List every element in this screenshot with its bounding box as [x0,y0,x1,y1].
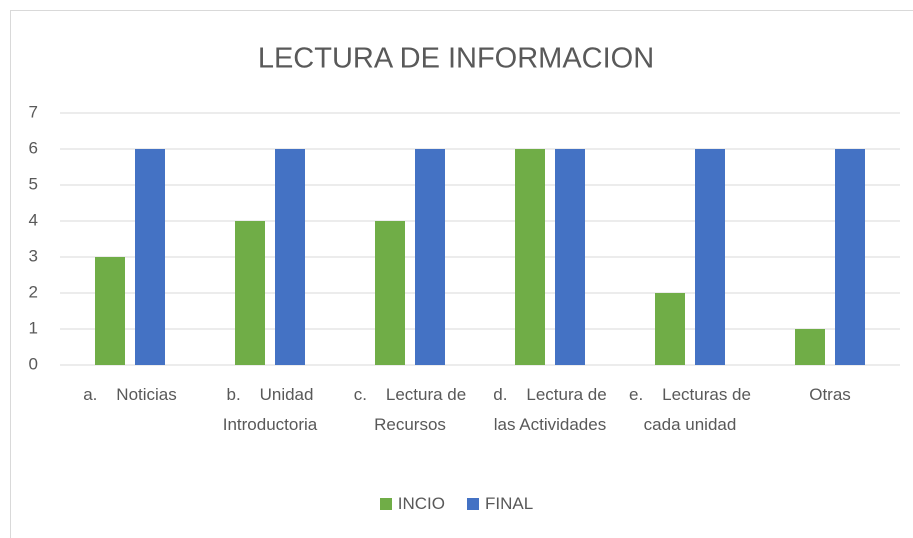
x-tick-label: a. Noticias [83,385,177,404]
legend-item: FINAL [467,494,533,514]
x-tick-label: d. Lectura de las Actividades [493,385,612,434]
y-tick-label: 0 [29,354,38,373]
bar [415,149,445,365]
y-tick-label: 3 [29,246,38,265]
y-tick-label: 1 [29,318,38,337]
legend-swatch [379,498,392,510]
legend-item: INCIO [379,494,446,514]
x-tick-label: b. Unidad Introductoria [222,385,319,434]
bar [135,149,165,365]
chart-border [10,10,913,538]
chart-title: LECTURA DE INFORMACION [258,43,654,75]
y-tick-label: 4 [29,210,38,229]
bar [655,293,685,365]
y-tick-label: 7 [29,102,38,121]
legend-label: INCIO [397,494,446,513]
y-tick-label: 5 [29,174,38,193]
bar [515,149,545,365]
y-tick-label: 2 [29,282,38,301]
bar [375,221,405,365]
bar [95,257,125,365]
bar [275,149,305,365]
bar [235,221,265,365]
legend-swatch [467,498,480,510]
legend: INCIO FINAL [0,494,913,514]
x-tick-label: e. Lecturas de cada unidad [629,385,756,434]
bar [795,329,825,365]
legend-label: FINAL [485,494,534,513]
x-tick-label: c. Lectura de Recursos [353,385,471,434]
bar [555,149,585,365]
y-tick-label: 6 [29,138,38,157]
bar [695,149,725,365]
x-tick-label: Otras [809,385,851,404]
bar [835,149,865,365]
